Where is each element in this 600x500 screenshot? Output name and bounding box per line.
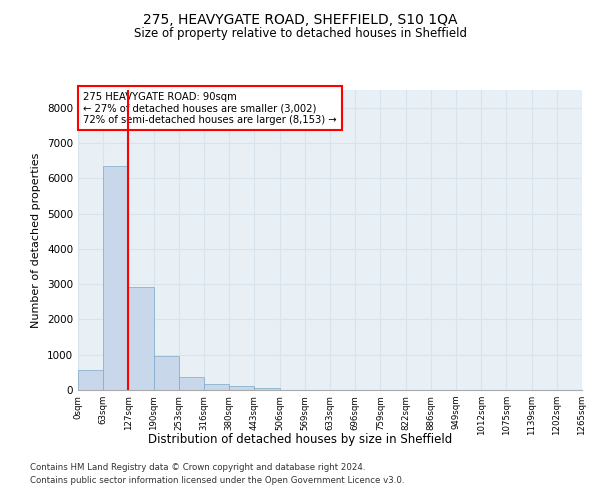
Bar	[204, 384, 229, 390]
Bar	[78, 370, 103, 390]
Bar	[128, 287, 154, 390]
Bar	[103, 166, 128, 390]
Bar	[154, 356, 179, 390]
Bar	[229, 386, 254, 390]
Text: Contains public sector information licensed under the Open Government Licence v3: Contains public sector information licen…	[30, 476, 404, 485]
Text: Size of property relative to detached houses in Sheffield: Size of property relative to detached ho…	[133, 28, 467, 40]
Text: 275, HEAVYGATE ROAD, SHEFFIELD, S10 1QA: 275, HEAVYGATE ROAD, SHEFFIELD, S10 1QA	[143, 12, 457, 26]
Text: 275 HEAVYGATE ROAD: 90sqm
← 27% of detached houses are smaller (3,002)
72% of se: 275 HEAVYGATE ROAD: 90sqm ← 27% of detac…	[83, 92, 337, 124]
Text: Distribution of detached houses by size in Sheffield: Distribution of detached houses by size …	[148, 432, 452, 446]
Bar	[254, 388, 280, 390]
Y-axis label: Number of detached properties: Number of detached properties	[31, 152, 41, 328]
Text: Contains HM Land Registry data © Crown copyright and database right 2024.: Contains HM Land Registry data © Crown c…	[30, 464, 365, 472]
Bar	[179, 378, 204, 390]
